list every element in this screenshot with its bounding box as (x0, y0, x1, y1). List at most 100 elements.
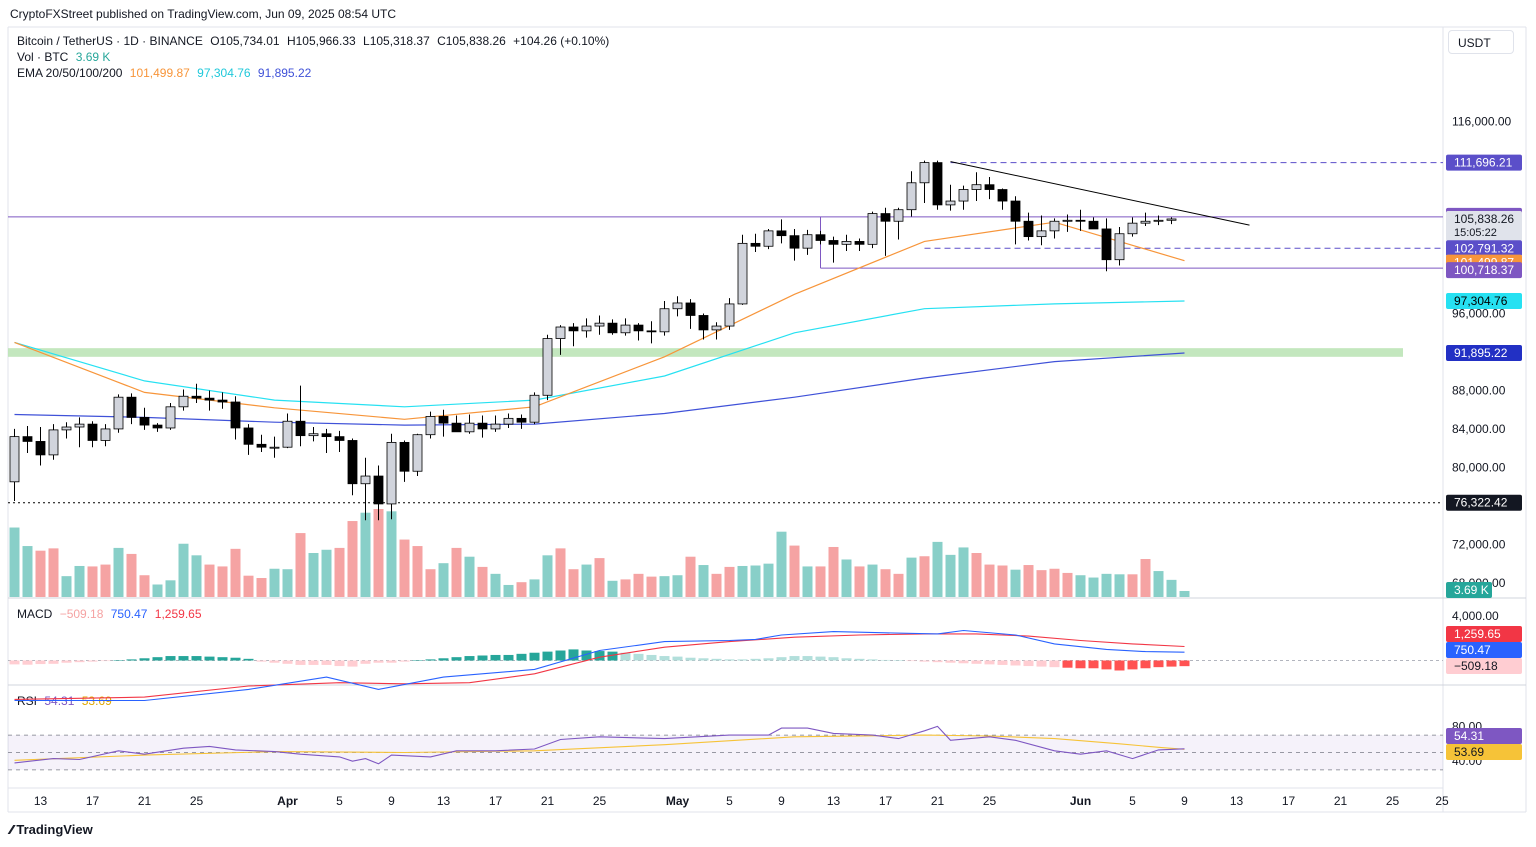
macd-signal-value: 1,259.65 (154, 607, 202, 621)
candle-body (594, 322, 605, 327)
volume-label[interactable]: Vol · BTC (17, 50, 69, 64)
symbol-name[interactable]: Bitcoin / TetherUS · 1D · BINANCE (17, 34, 203, 48)
macd-histogram-bar (243, 658, 254, 661)
candle-body (711, 325, 722, 331)
volume-bar (113, 547, 124, 597)
ema200-line (14, 352, 1185, 426)
candle-body (763, 230, 774, 247)
macd-histogram-bar (503, 654, 514, 661)
volume-bar (451, 547, 462, 597)
time-tick-label: 13 (1230, 794, 1244, 808)
macd-histogram-bar (334, 660, 345, 667)
volume-bar (516, 582, 527, 597)
macd-histogram-bar (646, 654, 657, 661)
macd-histogram-bar (425, 659, 436, 661)
candle-body (880, 213, 891, 222)
volume-bar (932, 541, 943, 597)
macd-histogram-bar (412, 660, 423, 661)
macd-histogram-bar (568, 649, 579, 661)
rsi-ma-badge: 53.69 (1454, 745, 1484, 759)
volume-bar (711, 573, 722, 597)
time-tick-label: 13 (827, 794, 841, 808)
rsi-badge-bg (1446, 728, 1522, 744)
time-tick-label: 25 (1386, 794, 1400, 808)
macd-histogram-bar (516, 653, 527, 661)
macd-histogram-bar (204, 656, 215, 661)
volume-bar (763, 563, 774, 597)
candle-body (243, 427, 254, 445)
macd-histogram-bar (321, 660, 332, 665)
macd-histogram-bar (9, 660, 20, 665)
volume-bar (724, 566, 735, 597)
volume-bar (74, 565, 85, 597)
time-tick-label: 5 (726, 794, 733, 808)
volume-bar (685, 556, 696, 597)
macd-histogram-bar (906, 660, 917, 662)
candle-body (542, 338, 553, 396)
volume-bar (217, 566, 228, 597)
volume-bar (48, 548, 59, 597)
ema-label[interactable]: EMA 20/50/100/200 (17, 66, 123, 80)
tradingview-logo-icon: ⁄⁄ (10, 822, 14, 837)
candle-body (87, 423, 98, 441)
time-tick-label: May (666, 794, 690, 808)
macd-legend: MACD −509.18 750.47 1,259.65 (17, 607, 206, 621)
time-tick-label: 9 (1181, 794, 1188, 808)
candle-body (945, 200, 956, 206)
volume-bar (971, 553, 982, 597)
time-tick-label: 5 (336, 794, 343, 808)
time-tick-label: 25 (190, 794, 204, 808)
candle-body (425, 416, 436, 436)
volume-bar (880, 569, 891, 597)
macd-signal-badge-bg (1446, 626, 1522, 642)
candle-body (984, 184, 995, 190)
candle-body (997, 189, 1008, 202)
volume-bar (282, 569, 293, 597)
volume-bar (1101, 573, 1112, 597)
candle-body (9, 436, 20, 483)
support-zone (8, 348, 1403, 357)
candle-body (464, 422, 475, 433)
macd-histogram-bar (1114, 660, 1125, 671)
volume-bar (1166, 579, 1177, 597)
volume-bar (893, 573, 904, 597)
time-tick-label: Jun (1070, 794, 1091, 808)
macd-line-badge: 750.47 (1454, 643, 1491, 657)
currency-button[interactable]: USDT (1448, 30, 1514, 54)
macd-tick-label: 4,000.00 (1452, 609, 1499, 623)
macd-histogram-bar (139, 658, 150, 661)
candle-body (672, 302, 683, 310)
time-tick-label: 17 (489, 794, 503, 808)
macd-histogram-bar (867, 659, 878, 661)
volume-bar (477, 566, 488, 597)
macd-histogram-bar (997, 660, 1008, 665)
macd-histogram-bar (1049, 660, 1060, 668)
time-tick-label: 21 (931, 794, 945, 808)
macd-histogram-bar (35, 660, 46, 665)
candle-body (113, 396, 124, 430)
candle-body (724, 303, 735, 327)
macd-histogram-bar (61, 660, 72, 663)
macd-histogram-bar (451, 657, 462, 661)
volume-bar (1153, 571, 1164, 597)
volume-bar (321, 549, 332, 597)
macd-label[interactable]: MACD (17, 607, 53, 621)
macd-histogram-bar (815, 656, 826, 661)
time-tick-label: 9 (388, 794, 395, 808)
macd-histogram-bar (828, 657, 839, 661)
candle-body (698, 315, 709, 331)
macd-histogram-bar (113, 660, 124, 661)
candle-body (932, 162, 943, 206)
candle-body (230, 401, 241, 429)
candle-body (1101, 228, 1112, 261)
candle-body (958, 189, 969, 202)
candle-body (581, 325, 592, 332)
candle-body (1049, 220, 1060, 232)
volume-bar (230, 548, 241, 597)
volume-bar (438, 563, 449, 597)
tradingview-logo[interactable]: ⁄⁄ TradingView (10, 822, 93, 837)
volume-bar (256, 578, 267, 597)
candle-body (828, 240, 839, 245)
volume-bar (945, 554, 956, 597)
